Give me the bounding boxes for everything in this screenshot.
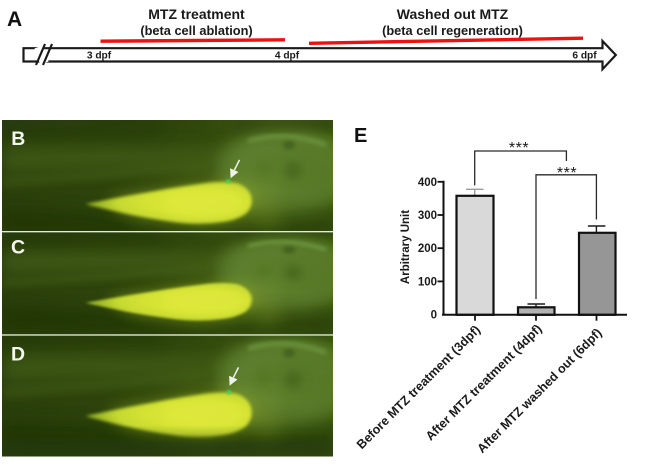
svg-text:Arbitrary Unit: Arbitrary Unit xyxy=(400,210,412,284)
svg-text:0: 0 xyxy=(431,310,437,322)
svg-text:After MTZ treatment (4dpf): After MTZ treatment (4dpf) xyxy=(423,322,545,444)
svg-text:***: *** xyxy=(509,140,529,157)
svg-text:Before MTZ treatment (3dpf): Before MTZ treatment (3dpf) xyxy=(354,323,483,452)
svg-text:After MTZ washed out (6dpf): After MTZ washed out (6dpf) xyxy=(475,326,605,456)
svg-text:100: 100 xyxy=(418,276,437,288)
svg-text:6 dpf: 6 dpf xyxy=(572,51,597,62)
svg-text:300: 300 xyxy=(418,210,437,222)
svg-text:***: *** xyxy=(557,165,577,182)
svg-text:400: 400 xyxy=(418,177,437,189)
svg-text:3 dpf: 3 dpf xyxy=(87,51,112,62)
svg-text:4 dpf: 4 dpf xyxy=(275,51,300,62)
svg-text:C: C xyxy=(11,237,25,259)
svg-text:200: 200 xyxy=(418,243,437,255)
svg-text:B: B xyxy=(11,128,25,150)
svg-text:D: D xyxy=(11,344,25,366)
